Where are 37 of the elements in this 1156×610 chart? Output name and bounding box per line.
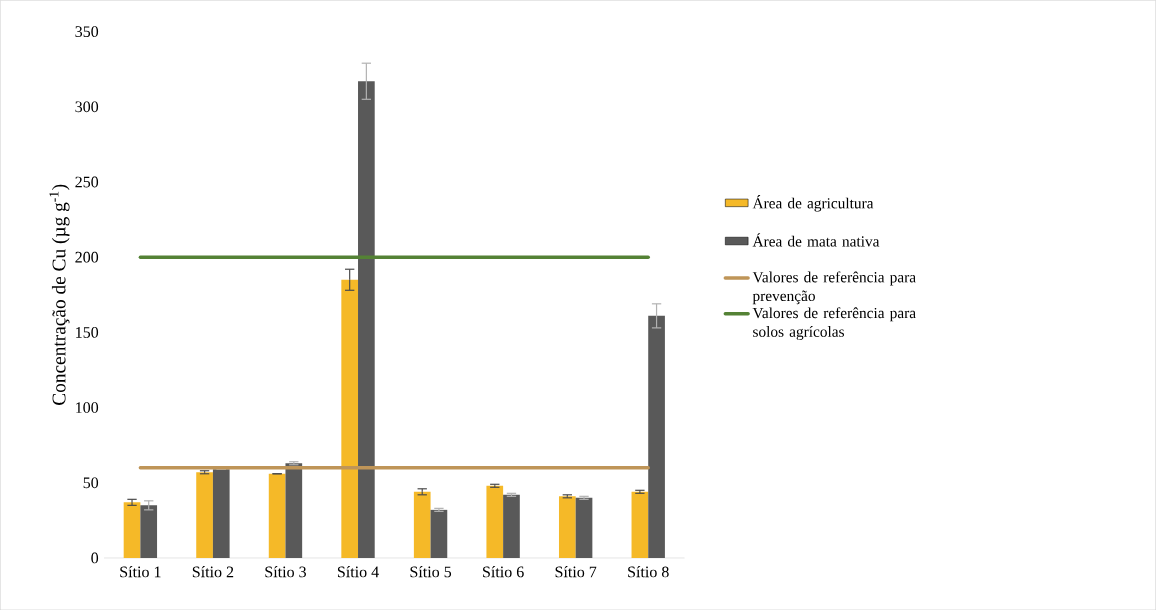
legend-label: Área de mata nativa (752, 233, 880, 247)
bar (212, 469, 230, 558)
bar (358, 81, 375, 558)
y-tick-label: 150 (76, 326, 99, 338)
legend-label: Área de agricultura (752, 194, 874, 212)
legend-label: Valores de referência para solos agrícolas (752, 307, 916, 340)
bar (648, 315, 665, 558)
bar (123, 502, 141, 558)
y-tick-label: 100 (76, 402, 99, 413)
legend-label: Valores de referência para prevenção (752, 271, 916, 305)
bar (196, 472, 213, 558)
bar (558, 496, 576, 558)
x-tick-label: Sítio 5 (410, 565, 452, 578)
x-tick-label: Sítio 1 (120, 565, 161, 578)
y-tick-label: 300 (75, 101, 99, 113)
bar (341, 279, 359, 558)
bar (430, 509, 448, 558)
x-tick-label: Sítio 8 (628, 565, 669, 578)
x-tick-label: Sítio 3 (265, 565, 306, 578)
y-tick-label: 0 (91, 552, 99, 564)
bar (285, 463, 303, 558)
bar (413, 491, 431, 558)
bar (631, 491, 649, 558)
x-tick-label: Sítio 4 (337, 565, 379, 578)
x-tick-label: Sítio 2 (192, 565, 234, 578)
x-tick-label: Sítio 7 (555, 565, 597, 578)
bar (140, 505, 158, 558)
y-tick-label: 250 (75, 176, 99, 188)
y-axis-title: Concentração de Cu (µg g$^{-1}$) (49, 184, 70, 405)
y-tick-label: 200 (75, 251, 99, 263)
bar (486, 485, 504, 558)
y-tick-label: 350 (75, 26, 99, 37)
bar (575, 497, 593, 558)
x-tick-label: Sítio 6 (483, 565, 524, 578)
bar (268, 473, 286, 558)
y-tick-label: 50 (83, 477, 99, 489)
bar (503, 494, 520, 558)
